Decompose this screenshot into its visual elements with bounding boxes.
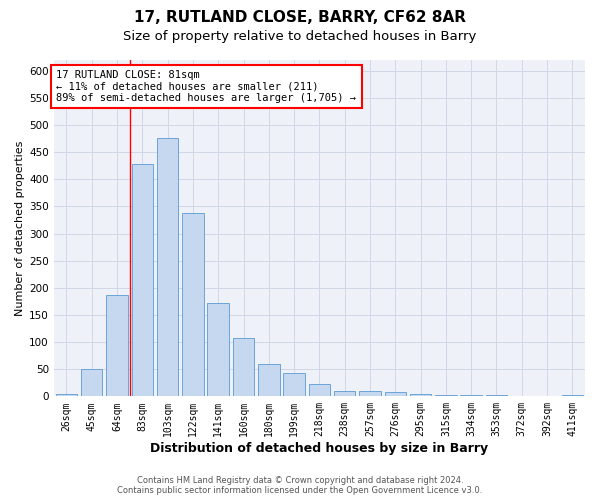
Bar bbox=[182, 213, 203, 396]
X-axis label: Distribution of detached houses by size in Barry: Distribution of detached houses by size … bbox=[151, 442, 488, 455]
Bar bbox=[258, 364, 280, 396]
Text: Size of property relative to detached houses in Barry: Size of property relative to detached ho… bbox=[124, 30, 476, 43]
Text: Contains HM Land Registry data © Crown copyright and database right 2024.
Contai: Contains HM Land Registry data © Crown c… bbox=[118, 476, 482, 495]
Bar bbox=[410, 394, 431, 396]
Bar bbox=[106, 295, 128, 396]
Bar bbox=[562, 395, 583, 396]
Bar bbox=[385, 392, 406, 396]
Bar bbox=[486, 395, 507, 396]
Bar bbox=[283, 373, 305, 396]
Text: 17 RUTLAND CLOSE: 81sqm
← 11% of detached houses are smaller (211)
89% of semi-d: 17 RUTLAND CLOSE: 81sqm ← 11% of detache… bbox=[56, 70, 356, 103]
Bar bbox=[208, 303, 229, 396]
Bar bbox=[334, 391, 355, 396]
Y-axis label: Number of detached properties: Number of detached properties bbox=[15, 140, 25, 316]
Bar bbox=[308, 384, 330, 396]
Bar bbox=[435, 394, 457, 396]
Bar bbox=[359, 391, 381, 396]
Bar bbox=[131, 164, 153, 396]
Bar bbox=[157, 138, 178, 396]
Bar bbox=[460, 395, 482, 396]
Text: 17, RUTLAND CLOSE, BARRY, CF62 8AR: 17, RUTLAND CLOSE, BARRY, CF62 8AR bbox=[134, 10, 466, 25]
Bar bbox=[81, 369, 103, 396]
Bar bbox=[233, 338, 254, 396]
Bar bbox=[56, 394, 77, 396]
